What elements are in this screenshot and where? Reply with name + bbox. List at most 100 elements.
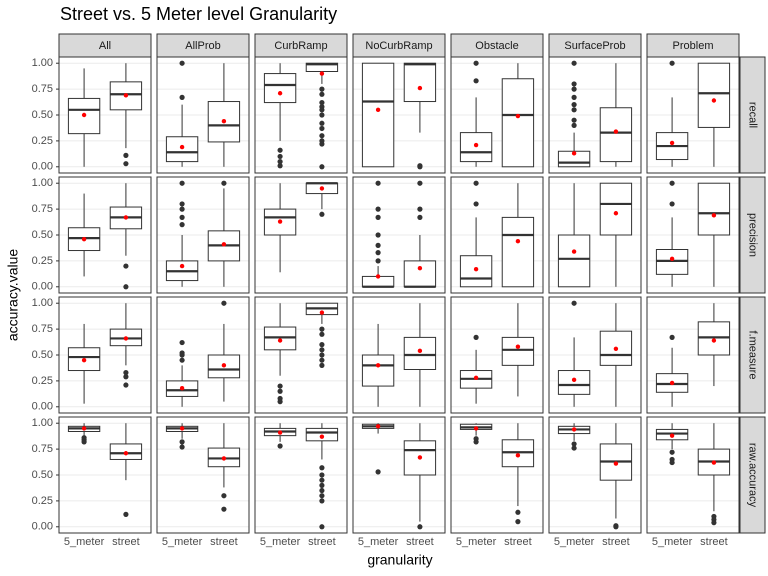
row-label: raw.accuracy: [747, 443, 759, 508]
panel-border: [58, 176, 152, 294]
mean-point: [123, 451, 129, 456]
outlier: [179, 201, 185, 207]
y-tick-label: 0.00: [32, 401, 53, 413]
outlier: [417, 206, 423, 212]
y-axis-label: accuracy.value: [5, 249, 21, 342]
outlier: [179, 439, 185, 445]
outlier: [319, 112, 325, 118]
outlier: [571, 445, 577, 451]
outlier: [319, 362, 325, 368]
outlier: [571, 60, 577, 66]
panel-border: [548, 176, 642, 294]
panel-border: [450, 416, 544, 534]
mean-point: [473, 142, 479, 148]
y-tick-label: 1.00: [32, 297, 53, 309]
mean-point: [179, 426, 185, 431]
mean-point: [179, 385, 185, 391]
column-label: NoCurbRamp: [365, 40, 432, 52]
panel-border: [254, 176, 348, 294]
mean-point: [417, 348, 423, 354]
outlier: [473, 201, 479, 207]
mean-point: [81, 236, 87, 242]
box: [599, 107, 633, 163]
outlier: [277, 163, 283, 169]
outlier: [375, 258, 381, 264]
outlier: [669, 334, 675, 340]
outlier: [669, 180, 675, 186]
column-label: All: [99, 40, 111, 52]
mean-point: [319, 71, 325, 76]
outlier: [123, 284, 129, 290]
outlier: [277, 399, 283, 405]
box: [557, 234, 591, 288]
outlier: [319, 125, 325, 132]
y-tick-label: 0.75: [32, 323, 53, 335]
outlier: [375, 250, 381, 256]
x-tick-label: 5_meter: [162, 536, 203, 548]
outlier: [179, 206, 185, 212]
x-tick-label: street: [504, 536, 532, 548]
row-strip: [739, 176, 766, 294]
row-strip: [739, 416, 766, 534]
outlier: [319, 331, 325, 337]
outlier: [571, 122, 577, 128]
outlier: [319, 107, 325, 113]
box: [165, 136, 199, 163]
outlier: [123, 374, 129, 380]
outlier: [319, 524, 325, 530]
outlier: [179, 214, 185, 220]
mean-point: [319, 310, 325, 315]
outlier: [277, 147, 283, 153]
box: [403, 62, 437, 103]
outlier: [277, 159, 283, 165]
y-tick-label: 0.00: [32, 161, 53, 173]
mean-point: [711, 98, 717, 103]
outlier: [179, 60, 185, 66]
outlier: [515, 509, 521, 515]
mean-point: [277, 430, 283, 435]
outlier: [319, 133, 325, 139]
outlier: [669, 60, 675, 66]
mean-point: [711, 460, 717, 465]
outlier: [277, 388, 283, 394]
outlier: [571, 117, 577, 123]
mean-point: [515, 239, 521, 244]
panel-border: [254, 56, 348, 174]
outlier: [571, 86, 577, 92]
y-tick-label: 0.75: [32, 443, 53, 455]
outlier: [417, 214, 423, 220]
mean-point: [277, 91, 283, 96]
mean-point: [179, 263, 185, 269]
panel-border: [156, 176, 250, 294]
row-label: precision: [747, 213, 759, 257]
outlier: [571, 102, 577, 108]
mean-point: [81, 112, 87, 118]
outlier: [179, 339, 185, 346]
outlier: [221, 180, 227, 186]
panel-border: [156, 56, 250, 174]
outlier: [375, 214, 381, 220]
panel-border: [450, 56, 544, 174]
panel-border: [646, 296, 740, 414]
panel-border: [352, 176, 446, 294]
box: [697, 182, 731, 236]
outlier: [473, 334, 479, 340]
mean-point: [669, 380, 675, 386]
outlier: [319, 164, 325, 170]
outlier: [375, 180, 381, 186]
column-label: Obstacle: [475, 40, 518, 52]
y-tick-label: 0.25: [32, 255, 53, 267]
outlier: [179, 350, 185, 356]
chart-title: Street vs. 5 Meter level Granularity: [60, 4, 337, 24]
panel-border: [58, 296, 152, 414]
y-tick-label: 0.50: [32, 109, 53, 121]
mean-point: [375, 107, 381, 113]
row-label: f.measure: [747, 331, 759, 380]
y-tick-label: 0.75: [32, 83, 53, 95]
x-tick-label: street: [308, 536, 336, 548]
outlier: [179, 222, 185, 228]
panel-border: [58, 416, 152, 534]
mean-point: [473, 426, 479, 431]
outlier: [375, 206, 381, 212]
